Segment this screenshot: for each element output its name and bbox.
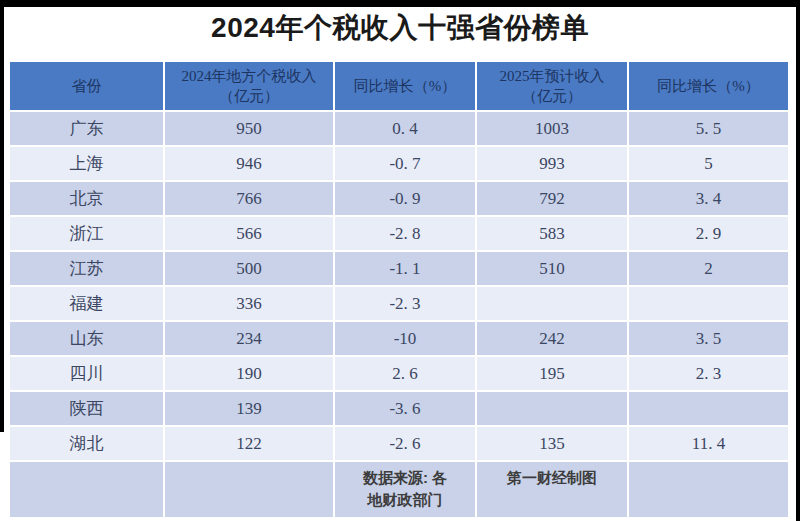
cell-yoy-2025 xyxy=(629,392,788,425)
cell-revenue-2025: 135 xyxy=(477,427,627,460)
table-row: 四川 190 2. 6 195 2. 3 xyxy=(10,357,788,390)
cell-yoy-2025: 2 xyxy=(629,252,788,285)
cell-province: 江苏 xyxy=(10,252,163,285)
table-row: 江苏 500 -1. 1 510 2 xyxy=(10,252,788,285)
cell-yoy-2024: -3. 6 xyxy=(335,392,475,425)
cell-revenue-2025: 583 xyxy=(477,217,627,250)
table-row: 上海 946 -0. 7 993 5 xyxy=(10,147,788,180)
cell-yoy-2025: 3. 4 xyxy=(629,182,788,215)
column-header-yoy-2024: 同比增长（%） xyxy=(335,62,475,110)
cell-revenue-2025 xyxy=(477,392,627,425)
cell-revenue-2024: 950 xyxy=(165,112,333,145)
cell-revenue-2024: 190 xyxy=(165,357,333,390)
cell-province: 上海 xyxy=(10,147,163,180)
chart-credit-note: 第一财经制图 xyxy=(477,462,627,517)
cell-province: 福建 xyxy=(10,287,163,320)
cell-revenue-2025: 242 xyxy=(477,322,627,355)
table-header: 省份 2024年地方个税收入 （亿元） 同比增长（%） 2025年预计收入 （亿… xyxy=(10,62,788,110)
column-header-yoy-2025: 同比增长（%） xyxy=(629,62,788,110)
cell-yoy-2025: 3. 5 xyxy=(629,322,788,355)
right-edge-artifact xyxy=(796,0,800,521)
cell-revenue-2024: 766 xyxy=(165,182,333,215)
cell-revenue-2025: 993 xyxy=(477,147,627,180)
cell-yoy-2025 xyxy=(629,287,788,320)
table-row: 福建 336 -2. 3 xyxy=(10,287,788,320)
footer-empty-cell xyxy=(10,462,163,517)
cell-revenue-2024: 234 xyxy=(165,322,333,355)
cell-revenue-2025: 1003 xyxy=(477,112,627,145)
cell-yoy-2025: 2. 9 xyxy=(629,217,788,250)
cell-yoy-2024: 2. 6 xyxy=(335,357,475,390)
page-title: 2024年个税收入十强省份榜单 xyxy=(0,9,800,47)
cell-revenue-2024: 122 xyxy=(165,427,333,460)
cell-yoy-2025: 11. 4 xyxy=(629,427,788,460)
cell-revenue-2025 xyxy=(477,287,627,320)
cell-yoy-2024: -2. 3 xyxy=(335,287,475,320)
top-edge-artifact xyxy=(0,0,800,7)
cell-revenue-2024: 500 xyxy=(165,252,333,285)
cell-province: 浙江 xyxy=(10,217,163,250)
cell-revenue-2025: 195 xyxy=(477,357,627,390)
cell-province: 陕西 xyxy=(10,392,163,425)
cell-yoy-2024: -1. 1 xyxy=(335,252,475,285)
cell-yoy-2025: 5 xyxy=(629,147,788,180)
footer-row: 数据来源: 各 地财政部门 第一财经制图 xyxy=(10,462,788,517)
table-row: 湖北 122 -2. 6 135 11. 4 xyxy=(10,427,788,460)
cell-province: 北京 xyxy=(10,182,163,215)
table-row: 陕西 139 -3. 6 xyxy=(10,392,788,425)
cell-revenue-2025: 510 xyxy=(477,252,627,285)
column-header-province: 省份 xyxy=(10,62,163,110)
table-row: 浙江 566 -2. 8 583 2. 9 xyxy=(10,217,788,250)
cell-revenue-2024: 566 xyxy=(165,217,333,250)
footer-empty-cell xyxy=(629,462,788,517)
cell-province: 湖北 xyxy=(10,427,163,460)
table-body: 广东 950 0. 4 1003 5. 5 上海 946 -0. 7 993 5… xyxy=(10,112,788,460)
table-row: 山东 234 -10 242 3. 5 xyxy=(10,322,788,355)
header-row: 省份 2024年地方个税收入 （亿元） 同比增长（%） 2025年预计收入 （亿… xyxy=(10,62,788,110)
tax-ranking-table: 省份 2024年地方个税收入 （亿元） 同比增长（%） 2025年预计收入 （亿… xyxy=(8,60,790,519)
table-row: 广东 950 0. 4 1003 5. 5 xyxy=(10,112,788,145)
cell-revenue-2024: 946 xyxy=(165,147,333,180)
table-footer: 数据来源: 各 地财政部门 第一财经制图 xyxy=(10,462,788,517)
cell-yoy-2024: 0. 4 xyxy=(335,112,475,145)
cell-yoy-2025: 5. 5 xyxy=(629,112,788,145)
left-edge-artifact xyxy=(0,0,4,432)
cell-province: 山东 xyxy=(10,322,163,355)
cell-revenue-2025: 792 xyxy=(477,182,627,215)
column-header-revenue-2025: 2025年预计收入 （亿元） xyxy=(477,62,627,110)
cell-province: 广东 xyxy=(10,112,163,145)
table-row: 北京 766 -0. 9 792 3. 4 xyxy=(10,182,788,215)
footer-empty-cell xyxy=(165,462,333,517)
cell-yoy-2024: -0. 9 xyxy=(335,182,475,215)
data-source-note: 数据来源: 各 地财政部门 xyxy=(335,462,475,517)
cell-yoy-2024: -0. 7 xyxy=(335,147,475,180)
cell-yoy-2024: -2. 8 xyxy=(335,217,475,250)
cell-yoy-2025: 2. 3 xyxy=(629,357,788,390)
column-header-revenue-2024: 2024年地方个税收入 （亿元） xyxy=(165,62,333,110)
cell-revenue-2024: 336 xyxy=(165,287,333,320)
cell-yoy-2024: -2. 6 xyxy=(335,427,475,460)
cell-province: 四川 xyxy=(10,357,163,390)
cell-yoy-2024: -10 xyxy=(335,322,475,355)
cell-revenue-2024: 139 xyxy=(165,392,333,425)
